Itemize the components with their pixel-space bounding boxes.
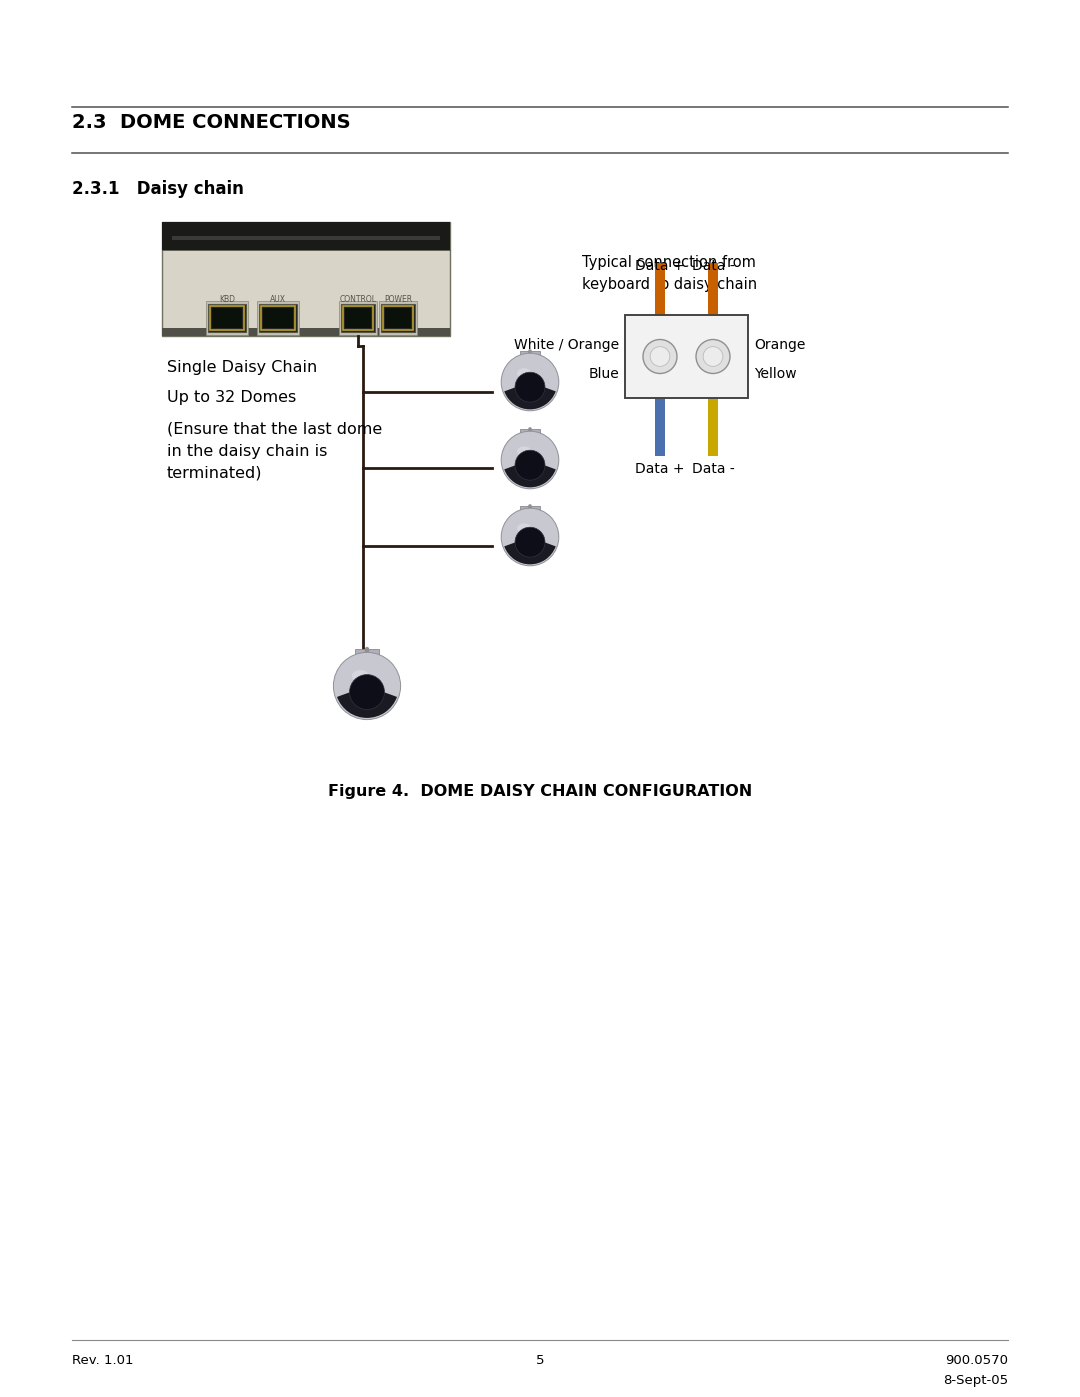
Bar xyxy=(261,306,295,330)
Bar xyxy=(355,650,379,659)
Text: POWER: POWER xyxy=(383,295,413,305)
Circle shape xyxy=(515,372,545,402)
Bar xyxy=(259,305,297,332)
Bar xyxy=(521,351,540,359)
Wedge shape xyxy=(504,460,556,488)
Bar xyxy=(172,236,440,240)
Text: Data +: Data + xyxy=(635,258,685,272)
Text: in the daisy chain is: in the daisy chain is xyxy=(167,444,327,460)
Bar xyxy=(381,305,415,332)
Circle shape xyxy=(703,346,723,366)
Text: Figure 4.  DOME DAISY CHAIN CONFIGURATION: Figure 4. DOME DAISY CHAIN CONFIGURATION xyxy=(328,784,752,799)
Bar xyxy=(206,300,248,335)
Bar xyxy=(212,307,242,328)
Bar xyxy=(345,307,372,328)
Text: Data +: Data + xyxy=(635,462,685,476)
Circle shape xyxy=(334,652,401,719)
Ellipse shape xyxy=(517,369,531,379)
Bar xyxy=(257,300,299,335)
Text: Typical connection from: Typical connection from xyxy=(582,256,756,270)
Text: Orange: Orange xyxy=(754,338,806,352)
Bar xyxy=(162,328,450,337)
Text: 5: 5 xyxy=(536,1354,544,1368)
Bar xyxy=(521,429,540,437)
Bar xyxy=(379,300,417,335)
Bar xyxy=(264,307,293,328)
Bar xyxy=(341,305,375,332)
Text: Blue: Blue xyxy=(589,367,619,381)
Circle shape xyxy=(643,339,677,373)
Circle shape xyxy=(515,527,545,557)
Bar xyxy=(625,314,748,398)
Wedge shape xyxy=(504,381,556,409)
Circle shape xyxy=(650,346,670,366)
Bar xyxy=(521,506,540,514)
Text: 2.3.1   Daisy chain: 2.3.1 Daisy chain xyxy=(72,180,244,198)
Circle shape xyxy=(350,675,384,710)
Text: White / Orange: White / Orange xyxy=(514,338,619,352)
Text: CONTROL: CONTROL xyxy=(339,295,377,305)
Bar xyxy=(383,306,413,330)
Bar xyxy=(654,398,665,455)
Bar xyxy=(343,306,373,330)
Circle shape xyxy=(501,509,558,566)
Text: Rev. 1.01: Rev. 1.01 xyxy=(72,1354,134,1368)
Bar xyxy=(654,263,665,314)
Bar xyxy=(208,305,246,332)
Ellipse shape xyxy=(517,524,531,534)
Text: Single Daisy Chain: Single Daisy Chain xyxy=(167,360,318,374)
Wedge shape xyxy=(337,686,397,718)
Text: 900.0570: 900.0570 xyxy=(945,1354,1008,1368)
Bar xyxy=(162,222,450,250)
Bar xyxy=(210,306,244,330)
Text: KBD: KBD xyxy=(219,295,235,305)
Text: Data -: Data - xyxy=(691,462,734,476)
Bar xyxy=(708,398,718,455)
Bar xyxy=(384,307,411,328)
Bar xyxy=(339,300,377,335)
Text: 2.3  DOME CONNECTIONS: 2.3 DOME CONNECTIONS xyxy=(72,113,351,131)
Text: terminated): terminated) xyxy=(167,467,262,481)
Wedge shape xyxy=(504,536,556,564)
Text: Yellow: Yellow xyxy=(754,367,797,381)
Text: AUX: AUX xyxy=(270,295,286,305)
Circle shape xyxy=(696,339,730,373)
Bar xyxy=(162,222,450,337)
Ellipse shape xyxy=(352,671,368,682)
Text: Data -: Data - xyxy=(691,258,734,272)
Circle shape xyxy=(501,353,558,411)
Circle shape xyxy=(515,450,545,481)
Text: Up to 32 Domes: Up to 32 Domes xyxy=(167,390,296,405)
Circle shape xyxy=(501,432,558,489)
Ellipse shape xyxy=(517,446,531,457)
Text: keyboard to daisy chain: keyboard to daisy chain xyxy=(582,277,757,292)
Text: (Ensure that the last dome: (Ensure that the last dome xyxy=(167,422,382,437)
Text: 8-Sept-05: 8-Sept-05 xyxy=(943,1375,1008,1387)
Bar xyxy=(708,263,718,314)
